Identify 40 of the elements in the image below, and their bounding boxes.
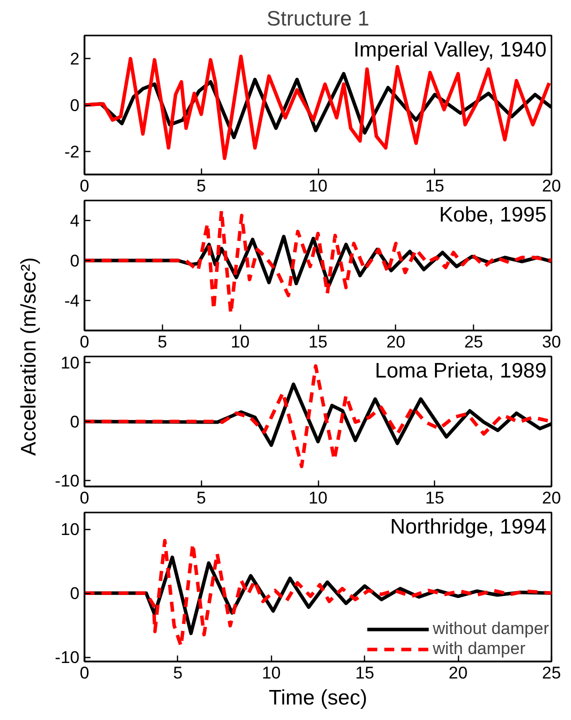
annotation: Loma Prieta, 1989 [374, 360, 546, 382]
y-tick-label: 0 [70, 412, 80, 432]
annotation: Northridge, 1994 [390, 516, 547, 538]
annotation: Imperial Valley, 1940 [354, 38, 547, 62]
x-tick-label: 15 [308, 332, 328, 352]
legend-label: with damper [432, 639, 526, 659]
y-axis-title: Acceleration (m/sec²) [18, 257, 41, 456]
x-tick-label: 15 [355, 664, 374, 682]
x-tick-label: 25 [464, 332, 484, 352]
x-tick-label: 20 [542, 488, 561, 508]
y-tick-label: 2 [70, 50, 80, 69]
x-tick-label: 10 [308, 488, 328, 508]
x-tick-label: 30 [542, 332, 561, 352]
x-tick-label: 20 [542, 176, 561, 196]
y-tick-label: -10 [54, 648, 80, 668]
x-tick-label: 25 [542, 664, 561, 682]
y-tick-label: 4 [70, 212, 80, 230]
x-tick-label: 5 [158, 332, 168, 352]
y-tick-label: -2 [64, 142, 80, 162]
x-tick-label: 10 [262, 664, 281, 682]
x-tick-label: 20 [386, 332, 406, 352]
y-tick-label: 0 [70, 252, 80, 270]
x-tick-label: 20 [448, 664, 468, 682]
x-axis-title: Time (sec) [268, 686, 368, 710]
y-tick-label: 10 [60, 353, 80, 372]
legend-label: without damper [432, 619, 549, 639]
x-tick-label: 10 [230, 332, 250, 352]
x-tick-label: 10 [308, 176, 328, 196]
x-tick-label: 15 [425, 488, 444, 508]
chart-title: Structure 1 [266, 8, 370, 30]
x-tick-label: 5 [196, 488, 206, 508]
x-tick-label: 5 [173, 664, 183, 682]
annotation: Kobe, 1995 [439, 204, 547, 226]
y-tick-label: -10 [54, 472, 80, 491]
y-tick-label: 10 [60, 520, 80, 540]
x-tick-label: 15 [425, 176, 444, 196]
y-tick-label: -4 [64, 292, 80, 310]
y-tick-label: 0 [70, 96, 80, 115]
y-tick-label: 0 [70, 584, 80, 604]
x-tick-label: 5 [196, 176, 206, 196]
